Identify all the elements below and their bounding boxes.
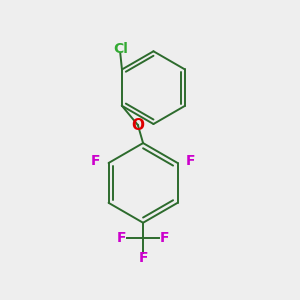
Text: F: F bbox=[138, 251, 148, 266]
Text: F: F bbox=[91, 154, 100, 168]
Text: O: O bbox=[131, 118, 144, 133]
Text: F: F bbox=[186, 154, 196, 168]
Text: F: F bbox=[117, 231, 126, 245]
Text: Cl: Cl bbox=[113, 42, 128, 56]
Text: F: F bbox=[160, 231, 169, 245]
